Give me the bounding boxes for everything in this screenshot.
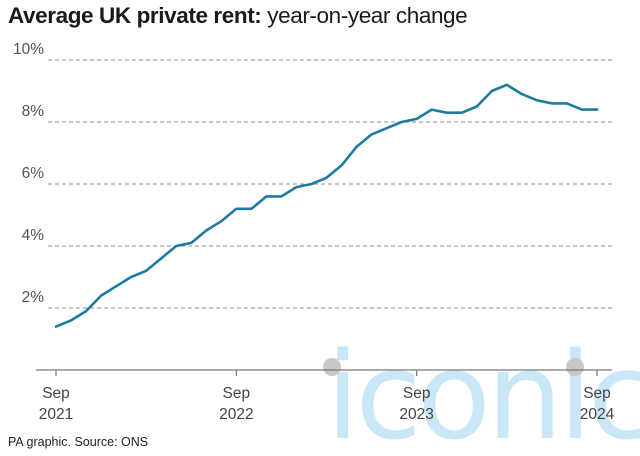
x-tick-label-year: 2022 [219, 406, 253, 423]
y-tick-label: 4% [22, 227, 45, 244]
iconic-watermark: iconic [323, 328, 640, 456]
series-layer [54, 83, 599, 328]
x-tick-label-month: Sep [583, 385, 611, 402]
chart-title: Average UK private rent: year-on-year ch… [8, 3, 468, 29]
watermark-dot [566, 358, 584, 376]
x-axis: Sep 2021 Sep 2022 Sep 2023 Sep 2024 [36, 369, 615, 423]
x-tick-label-year: 2023 [399, 406, 433, 423]
x-tick-label-month: Sep [403, 385, 431, 402]
x-tick-label-year: 2024 [580, 406, 615, 423]
y-axis-ticks: 2% 4% 6% 8% 10% [13, 41, 44, 306]
source-note: PA graphic. Source: ONS [8, 435, 149, 449]
chart-title-bold: Average UK private rent: [8, 3, 262, 28]
x-tick-label-month: Sep [42, 385, 70, 402]
y-tick-label: 2% [22, 289, 45, 306]
chart-title-light: year-on-year change [267, 3, 468, 28]
y-tick-label: 10% [13, 41, 44, 58]
x-tick-label-month: Sep [223, 385, 251, 402]
y-tick-label: 8% [22, 103, 45, 120]
watermark-dot [323, 358, 341, 376]
y-tick-label: 6% [22, 165, 45, 182]
watermark-text: iconic [326, 328, 640, 456]
x-tick-label-year: 2021 [39, 406, 73, 423]
series-line [54, 83, 599, 328]
gridlines [48, 59, 612, 309]
